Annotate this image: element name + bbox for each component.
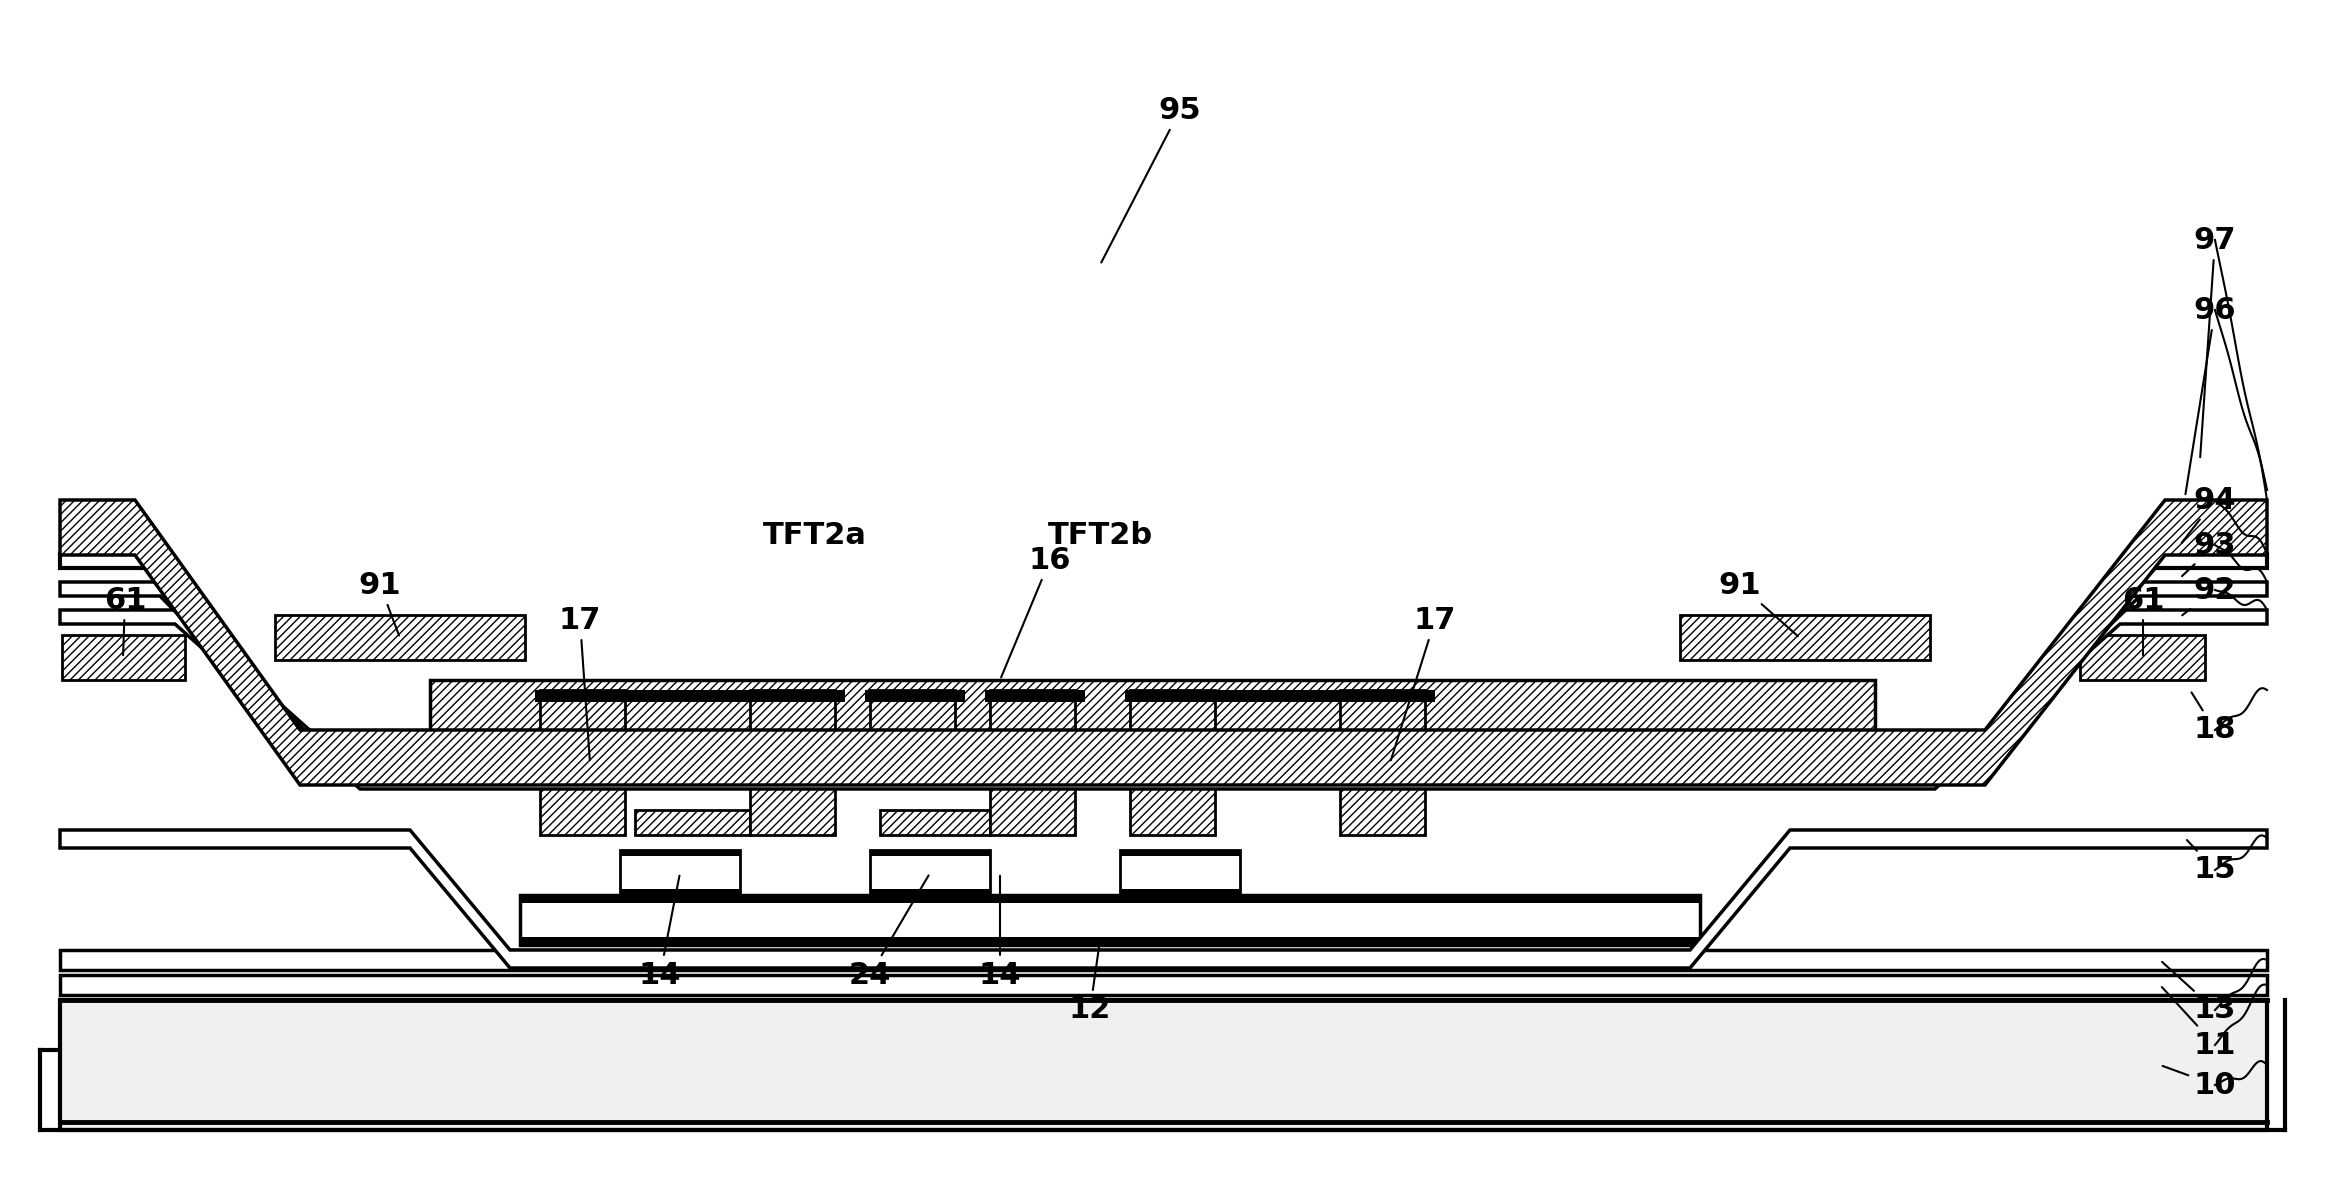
- Text: 91: 91: [1720, 571, 1799, 636]
- Polygon shape: [430, 680, 1876, 765]
- Text: 92: 92: [2183, 575, 2236, 616]
- Polygon shape: [619, 850, 740, 856]
- Polygon shape: [989, 690, 1075, 700]
- Polygon shape: [1131, 690, 1215, 700]
- Polygon shape: [540, 690, 626, 835]
- Polygon shape: [1119, 850, 1240, 895]
- Polygon shape: [1124, 690, 1224, 702]
- Text: 17: 17: [1392, 605, 1457, 760]
- Polygon shape: [749, 690, 835, 835]
- Polygon shape: [984, 690, 1084, 702]
- Polygon shape: [1336, 690, 1436, 702]
- Text: 14: 14: [638, 876, 682, 990]
- Text: 24: 24: [849, 875, 928, 990]
- Polygon shape: [1340, 690, 1424, 700]
- Text: 18: 18: [2192, 693, 2236, 745]
- Text: 61: 61: [2122, 586, 2164, 655]
- Polygon shape: [1680, 614, 1929, 659]
- Text: TFT2a: TFT2a: [763, 521, 868, 549]
- Text: 14: 14: [980, 876, 1022, 990]
- Text: 93: 93: [2183, 530, 2236, 577]
- Text: 95: 95: [1101, 96, 1201, 263]
- Polygon shape: [745, 690, 845, 702]
- Polygon shape: [61, 583, 2266, 781]
- Polygon shape: [870, 850, 989, 895]
- Polygon shape: [1124, 690, 1431, 702]
- Polygon shape: [61, 974, 2266, 995]
- Polygon shape: [519, 937, 1701, 945]
- Polygon shape: [2080, 635, 2206, 680]
- Polygon shape: [63, 635, 186, 680]
- Text: 91: 91: [358, 571, 400, 636]
- Polygon shape: [519, 895, 1701, 945]
- Text: 12: 12: [1068, 942, 1112, 1024]
- Polygon shape: [61, 610, 2266, 789]
- Text: 15: 15: [2187, 839, 2236, 884]
- Polygon shape: [61, 830, 2266, 969]
- Polygon shape: [989, 690, 1075, 835]
- Text: 97: 97: [2194, 225, 2236, 457]
- Polygon shape: [61, 554, 2266, 773]
- Polygon shape: [619, 889, 740, 895]
- Text: 10: 10: [2162, 1066, 2236, 1100]
- Polygon shape: [1340, 690, 1424, 835]
- Polygon shape: [619, 850, 740, 895]
- Polygon shape: [1119, 889, 1240, 895]
- Polygon shape: [519, 895, 1701, 903]
- Polygon shape: [870, 690, 954, 776]
- Polygon shape: [880, 810, 989, 835]
- Polygon shape: [535, 690, 840, 702]
- Polygon shape: [61, 950, 2266, 970]
- Polygon shape: [870, 850, 989, 856]
- Text: 61: 61: [105, 586, 147, 655]
- Text: 96: 96: [2185, 296, 2236, 494]
- Polygon shape: [1119, 850, 1240, 856]
- Text: 11: 11: [2162, 987, 2236, 1060]
- Text: 16: 16: [1001, 546, 1070, 677]
- Polygon shape: [870, 889, 989, 895]
- Text: TFT2b: TFT2b: [1047, 521, 1152, 549]
- Polygon shape: [635, 810, 749, 835]
- Text: 17: 17: [558, 605, 600, 760]
- Polygon shape: [275, 614, 526, 659]
- Polygon shape: [749, 690, 835, 700]
- Polygon shape: [1131, 690, 1215, 835]
- Polygon shape: [535, 690, 635, 702]
- Polygon shape: [866, 690, 966, 702]
- Text: 13: 13: [2162, 961, 2236, 1024]
- Polygon shape: [61, 1000, 2266, 1130]
- Polygon shape: [540, 690, 626, 700]
- Text: 94: 94: [2183, 485, 2236, 542]
- Polygon shape: [870, 690, 954, 700]
- Polygon shape: [61, 500, 2266, 785]
